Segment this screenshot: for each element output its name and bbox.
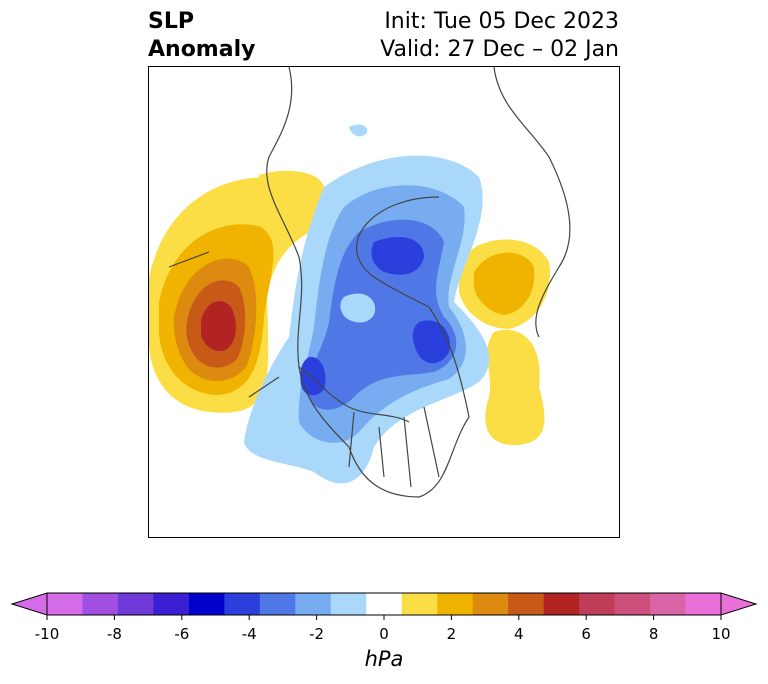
colorbar-swatch xyxy=(543,593,580,615)
colorbar-swatch xyxy=(650,593,687,615)
colorbar-swatch xyxy=(224,593,261,615)
colorbar-swatch xyxy=(437,593,474,615)
colorbar-swatch xyxy=(685,593,722,615)
colorbar-tick-label: -4 xyxy=(241,625,257,643)
pacific-high-anomaly xyxy=(149,170,324,413)
init-date: Init: Tue 05 Dec 2023 xyxy=(384,9,619,34)
colorbar-swatch xyxy=(188,593,225,615)
colorbar-tick-label: 8 xyxy=(648,625,659,643)
colorbar-swatch xyxy=(117,593,154,615)
colorbar-svg xyxy=(10,592,758,620)
colorbar-tick-label: -10 xyxy=(34,625,60,643)
colorbar: -10 -8 -6 -4 -2 0 2 4 6 8 10 hPa xyxy=(0,585,768,684)
colorbar-tick-label: -6 xyxy=(174,625,190,643)
title-line-1: SLP xyxy=(148,9,194,34)
colorbar-extend-high xyxy=(720,592,758,616)
colorbar-swatch xyxy=(330,593,367,615)
colorbar-tick-label: 0 xyxy=(379,625,389,643)
coastlines xyxy=(168,67,571,498)
colorbar-tick-label: 2 xyxy=(446,625,457,643)
colorbar-swatch xyxy=(401,593,438,615)
colorbar-swatch xyxy=(614,593,651,615)
title-line-2: Anomaly xyxy=(148,37,256,62)
colorbar-swatch xyxy=(82,593,119,615)
anomaly-map xyxy=(148,66,620,538)
map-svg xyxy=(149,67,571,498)
colorbar-tick-label: 4 xyxy=(514,625,524,643)
colorbar-extend-low xyxy=(10,592,48,616)
colorbar-swatch xyxy=(295,593,332,615)
colorbar-swatch xyxy=(508,593,545,615)
arctic-low-anomaly xyxy=(244,124,490,484)
colorbar-swatch xyxy=(579,593,616,615)
forecast-dates: Init: Tue 05 Dec 2023 Valid: 27 Dec – 02… xyxy=(380,8,619,64)
colorbar-swatch xyxy=(47,593,83,615)
map-title: SLP Anomaly xyxy=(148,8,255,64)
colorbar-swatch xyxy=(259,593,296,615)
colorbar-label: hPa xyxy=(364,647,404,671)
colorbar-swatch xyxy=(153,593,190,615)
colorbar-swatch xyxy=(472,593,509,615)
colorbar-swatch xyxy=(366,593,403,615)
colorbar-tick-label: -2 xyxy=(309,625,325,643)
colorbar-tick-label: -8 xyxy=(106,625,122,643)
scandinavia-high-anomaly xyxy=(459,239,550,329)
colorbar-tick-label: 10 xyxy=(711,625,731,643)
colorbar-tick-label: 6 xyxy=(581,625,591,643)
valid-range: Valid: 27 Dec – 02 Jan xyxy=(380,37,619,62)
atlantic-high-anomaly xyxy=(485,329,545,446)
